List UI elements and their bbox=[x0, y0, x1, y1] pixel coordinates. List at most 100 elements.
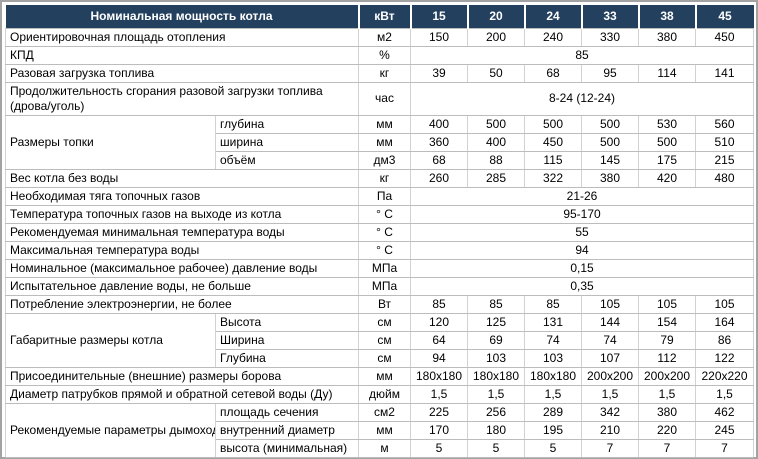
table-row: Рекомендуемая минимальная температура во… bbox=[5, 222, 754, 242]
value-cell: 1,5 bbox=[467, 384, 525, 404]
row-label: Рекомендуемая минимальная температура во… bbox=[5, 222, 359, 242]
row-label: Номинальное (максимальное рабочее) давле… bbox=[5, 258, 359, 278]
unit-cell: мм bbox=[358, 114, 411, 134]
power-column-header: 45 bbox=[694, 5, 754, 28]
value-cell: 170 bbox=[410, 420, 468, 440]
row-sublabel: площадь сечения bbox=[215, 402, 359, 422]
value-cell: 420 bbox=[638, 168, 696, 188]
value-cell: 105 bbox=[581, 294, 639, 314]
row-label: Диаметр патрубков прямой и обратной сете… bbox=[5, 384, 359, 404]
value-cell: 105 bbox=[638, 294, 696, 314]
value-cell: 500 bbox=[467, 114, 525, 134]
unit-cell: м2 bbox=[358, 27, 411, 47]
value-cell: 131 bbox=[524, 312, 582, 332]
value-cell: 180х180 bbox=[467, 366, 525, 386]
value-cell: 225 bbox=[410, 402, 468, 422]
value-cell: 68 bbox=[410, 150, 468, 170]
group-label: Размеры топки bbox=[5, 114, 216, 170]
group-label: Рекомендуемые параметры дымохода bbox=[5, 402, 216, 458]
value-cell: 85 bbox=[467, 294, 525, 314]
table-row: Ориентировочная площадь отопления м2 150… bbox=[5, 27, 754, 47]
value-cell: 69 bbox=[467, 330, 525, 350]
value-cell: 260 bbox=[410, 168, 468, 188]
value-cell: 380 bbox=[638, 27, 696, 47]
table-title: Номинальная мощность котла bbox=[5, 5, 359, 28]
row-label: Продолжительность сгорания разовой загру… bbox=[5, 81, 359, 116]
unit-cell: ° С bbox=[358, 222, 411, 242]
unit-cell: МПа bbox=[358, 258, 411, 278]
value-cell: 95 bbox=[581, 63, 639, 83]
value-cell: 1,5 bbox=[524, 384, 582, 404]
value-cell: 400 bbox=[410, 114, 468, 134]
value-cell: 380 bbox=[638, 402, 696, 422]
merged-value-cell: 8-24 (12-24) bbox=[410, 81, 754, 116]
table-row: Глубина см 94 103 103 107 112 122 bbox=[6, 348, 754, 368]
value-cell: 85 bbox=[524, 294, 582, 314]
value-cell: 500 bbox=[581, 114, 639, 134]
row-sublabel: внутренний диаметр bbox=[215, 420, 359, 440]
row-sublabel: Высота bbox=[215, 312, 359, 332]
merged-value-cell: 0,35 bbox=[410, 276, 754, 296]
value-cell: 86 bbox=[695, 330, 754, 350]
table-row: Диаметр патрубков прямой и обратной сете… bbox=[5, 384, 754, 404]
value-cell: 450 bbox=[524, 132, 582, 152]
value-cell: 105 bbox=[695, 294, 754, 314]
value-cell: 125 bbox=[467, 312, 525, 332]
value-cell: 200х200 bbox=[638, 366, 696, 386]
value-cell: 560 bbox=[695, 114, 754, 134]
table-row: КПД % 85 bbox=[5, 45, 754, 65]
unit-cell: см bbox=[358, 330, 411, 350]
value-cell: 74 bbox=[524, 330, 582, 350]
value-cell: 215 bbox=[695, 150, 754, 170]
merged-value-cell: 95-170 bbox=[410, 204, 754, 224]
value-cell: 500 bbox=[581, 132, 639, 152]
unit-column-header: кВт bbox=[357, 5, 411, 28]
table-row: Вес котла без воды кг 260 285 322 380 42… bbox=[5, 168, 754, 188]
power-column-header: 15 bbox=[409, 5, 468, 28]
row-sublabel: объём bbox=[215, 150, 359, 170]
power-column-header: 38 bbox=[637, 5, 696, 28]
value-cell: 200х200 bbox=[581, 366, 639, 386]
value-cell: 180х180 bbox=[410, 366, 468, 386]
value-cell: 74 bbox=[581, 330, 639, 350]
table-row: ширина мм 360 400 450 500 500 510 bbox=[6, 132, 754, 152]
value-cell: 5 bbox=[467, 438, 525, 458]
header-row: Номинальная мощность котла кВт 15 20 24 … bbox=[5, 5, 754, 28]
row-label: Максимальная температура воды bbox=[5, 240, 359, 260]
value-cell: 7 bbox=[581, 438, 639, 458]
value-cell: 462 bbox=[695, 402, 754, 422]
table-row: Ширина см 64 69 74 74 79 86 bbox=[6, 330, 754, 350]
merged-value-cell: 85 bbox=[410, 45, 754, 65]
value-cell: 7 bbox=[695, 438, 754, 458]
value-cell: 289 bbox=[524, 402, 582, 422]
table-row: высота (минимальная) м 5 5 5 7 7 7 bbox=[6, 438, 754, 458]
row-sublabel: ширина bbox=[215, 132, 359, 152]
value-cell: 112 bbox=[638, 348, 696, 368]
value-cell: 240 bbox=[524, 27, 582, 47]
value-cell: 360 bbox=[410, 132, 468, 152]
table-row: Габаритные размеры котла Высота см 120 1… bbox=[5, 312, 754, 368]
table-row: Размеры топки глубина мм 400 500 500 500… bbox=[5, 114, 754, 170]
table-row: внутренний диаметр мм 170 180 195 210 22… bbox=[6, 420, 754, 440]
table-row: Номинальное (максимальное рабочее) давле… bbox=[5, 258, 754, 278]
row-sublabel: Глубина bbox=[215, 348, 359, 368]
unit-cell: ° С bbox=[358, 240, 411, 260]
row-label: Разовая загрузка топлива bbox=[5, 63, 359, 83]
merged-value-cell: 0,15 bbox=[410, 258, 754, 278]
table-row: Разовая загрузка топлива кг 39 50 68 95 … bbox=[5, 63, 754, 83]
value-cell: 79 bbox=[638, 330, 696, 350]
value-cell: 400 bbox=[467, 132, 525, 152]
merged-value-cell: 55 bbox=[410, 222, 754, 242]
row-label: Температура топочных газов на выходе из … bbox=[5, 204, 359, 224]
unit-cell: Па bbox=[358, 186, 411, 206]
value-cell: 1,5 bbox=[695, 384, 754, 404]
value-cell: 1,5 bbox=[581, 384, 639, 404]
unit-cell: ° С bbox=[358, 204, 411, 224]
unit-cell: м bbox=[358, 438, 411, 458]
table-row: Испытательное давление воды, не больше М… bbox=[5, 276, 754, 296]
value-cell: 500 bbox=[524, 114, 582, 134]
value-cell: 68 bbox=[524, 63, 582, 83]
value-cell: 103 bbox=[467, 348, 525, 368]
row-label: Присоединительные (внешние) размеры боро… bbox=[5, 366, 359, 386]
